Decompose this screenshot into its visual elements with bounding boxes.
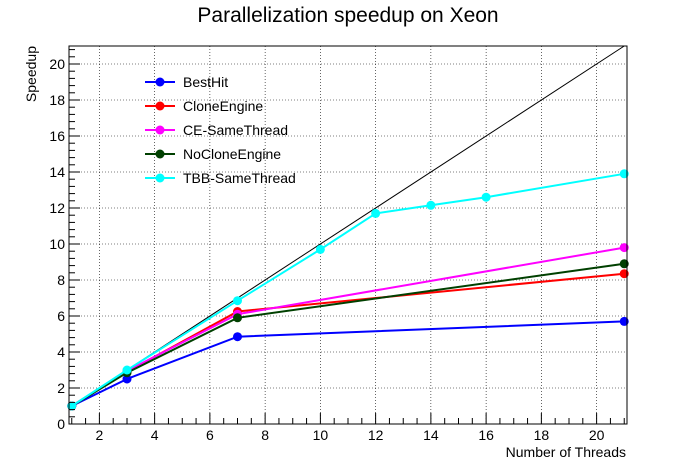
legend: BestHit CloneEngine CE-SameThread NoCloneEn… xyxy=(145,74,296,186)
data-point xyxy=(619,269,629,279)
data-point xyxy=(619,243,629,253)
legend-label: CloneEngine xyxy=(183,98,263,114)
data-point xyxy=(315,244,325,254)
y-tick-label: 2 xyxy=(57,380,65,396)
x-axis-label: Number of Threads xyxy=(506,444,626,460)
x-tick-label: 2 xyxy=(95,427,103,443)
series-line xyxy=(71,272,625,407)
legend-item: NoCloneEngine xyxy=(145,146,281,162)
data-point xyxy=(619,259,629,269)
y-tick-label: 0 xyxy=(57,416,65,432)
legend-marker xyxy=(155,125,165,135)
x-tick-label: 18 xyxy=(534,427,550,443)
y-tick-label: 16 xyxy=(49,128,65,144)
legend-item: BestHit xyxy=(145,74,228,90)
y-tick-label: 12 xyxy=(49,200,65,216)
y-tick-label: 6 xyxy=(57,308,65,324)
data-point xyxy=(233,332,243,342)
x-tick-label: 14 xyxy=(423,427,439,443)
grid xyxy=(69,46,627,424)
legend-item: CloneEngine xyxy=(145,98,263,114)
y-tick-label: 10 xyxy=(49,236,65,252)
data-point xyxy=(122,374,132,384)
series-line xyxy=(71,172,625,407)
x-tick-label: 8 xyxy=(261,427,269,443)
x-tick-label: 4 xyxy=(151,427,159,443)
x-tick-label: 12 xyxy=(368,427,384,443)
data-point xyxy=(233,296,243,306)
legend-label: BestHit xyxy=(183,74,228,90)
y-tick-label: 18 xyxy=(49,92,65,108)
data-point xyxy=(481,192,491,202)
data-point xyxy=(67,401,77,411)
legend-marker xyxy=(155,173,165,183)
x-tick-label: 16 xyxy=(478,427,494,443)
y-tick-label: 4 xyxy=(57,344,65,360)
data-point xyxy=(233,313,243,323)
data-point xyxy=(619,316,629,326)
legend-label: TBB-SameThread xyxy=(183,170,296,186)
plot-frame xyxy=(68,45,628,425)
y-tick-label: 20 xyxy=(49,56,65,72)
legend-label: CE-SameThread xyxy=(183,122,288,138)
y-axis-label: Speedup xyxy=(23,46,39,102)
series-tbb-samethread xyxy=(67,169,629,411)
series-besthit xyxy=(67,316,629,411)
legend-item: TBB-SameThread xyxy=(145,170,296,186)
legend-label: NoCloneEngine xyxy=(183,146,281,162)
data-point xyxy=(619,169,629,179)
x-tick-label: 10 xyxy=(313,427,329,443)
data-point xyxy=(122,365,132,375)
x-tick-label: 20 xyxy=(589,427,605,443)
legend-marker xyxy=(155,77,165,87)
axis-ticks: 2 4 6 8 10 12 14 16 18 20 0 2 4 6 8 10 12 14 16 18 20 xyxy=(49,49,625,443)
series-cloneengine xyxy=(67,269,629,411)
legend-marker xyxy=(155,101,165,111)
series-lines xyxy=(67,169,629,411)
y-tick-label: 14 xyxy=(49,164,65,180)
chart-title: Parallelization speedup on Xeon xyxy=(197,4,498,27)
data-point xyxy=(371,208,381,218)
x-tick-label: 6 xyxy=(206,427,214,443)
data-point xyxy=(426,200,436,210)
series-line xyxy=(71,320,625,407)
legend-marker xyxy=(155,149,165,159)
series-line xyxy=(71,262,625,407)
y-tick-label: 8 xyxy=(57,272,65,288)
series-ce-samethread xyxy=(67,243,629,411)
legend-item: CE-SameThread xyxy=(145,122,288,138)
